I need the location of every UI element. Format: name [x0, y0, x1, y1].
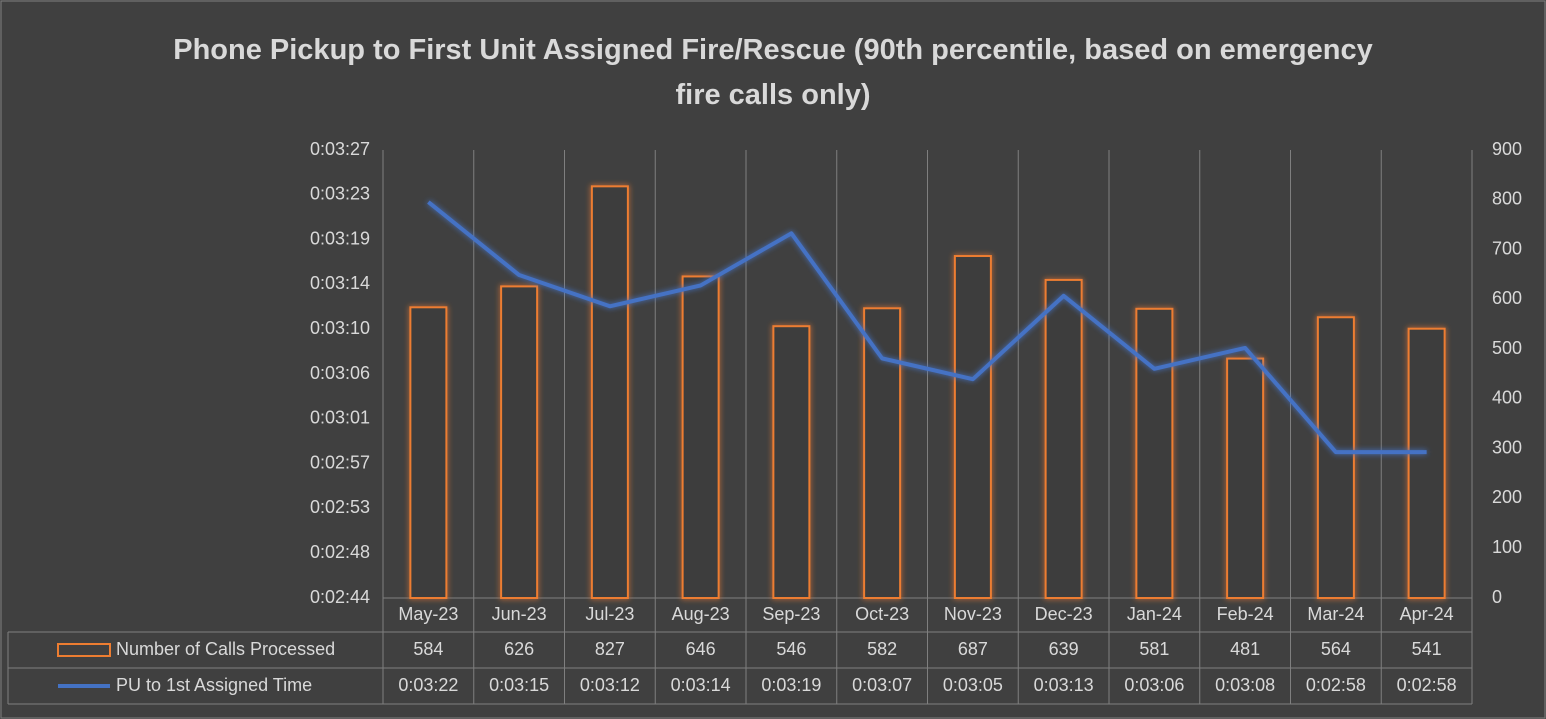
chart-title: Phone Pickup to First Unit Assigned Fire…	[173, 34, 1373, 111]
bar	[953, 255, 992, 599]
y2-tick-label: 700	[1492, 238, 1522, 258]
x-tick-label: Sep-23	[762, 604, 820, 624]
x-tick-label: May-23	[398, 604, 458, 624]
table-value: 481	[1230, 639, 1260, 659]
y-tick-label: 0:03:27	[310, 139, 370, 159]
y2-tick-label: 800	[1492, 189, 1522, 209]
bar	[863, 307, 902, 599]
y-tick-label: 0:03:10	[310, 318, 370, 338]
legend-swatch	[57, 643, 111, 657]
table-value: 646	[686, 639, 716, 659]
bar	[1044, 278, 1083, 599]
table-value: 0:02:58	[1306, 675, 1366, 695]
y-tick-label: 0:03:06	[310, 363, 370, 383]
table-value: 687	[958, 639, 988, 659]
x-tick-label: Aug-23	[672, 604, 730, 624]
table-value: 0:03:14	[671, 675, 731, 695]
x-tick-label: Mar-24	[1307, 604, 1364, 624]
table-value: 582	[867, 639, 897, 659]
x-tick-label: Nov-23	[944, 604, 1002, 624]
line	[427, 200, 1427, 455]
x-tick-label: Dec-23	[1035, 604, 1093, 624]
table-value: 541	[1412, 639, 1442, 659]
table-value: 0:03:13	[1034, 675, 1094, 695]
table-value: 639	[1049, 639, 1079, 659]
y2-tick-label: 600	[1492, 288, 1522, 308]
table-value: 0:03:08	[1215, 675, 1275, 695]
x-tick-label: Jul-23	[585, 604, 634, 624]
x-tick-label: Jan-24	[1127, 604, 1182, 624]
table-value: 564	[1321, 639, 1351, 659]
table-value: 626	[504, 639, 534, 659]
x-tick-label: Apr-24	[1400, 604, 1454, 624]
bar	[500, 285, 539, 599]
table-value: 581	[1139, 639, 1169, 659]
y-tick-label: 0:02:57	[310, 452, 370, 472]
table-value: 0:03:15	[489, 675, 549, 695]
y2-tick-label: 100	[1492, 537, 1522, 557]
table-value: 0:03:06	[1124, 675, 1184, 695]
y2-tick-label: 200	[1492, 487, 1522, 507]
legend-label: PU to 1st Assigned Time	[116, 675, 312, 695]
table-value: 546	[776, 639, 806, 659]
y-tick-label: 0:03:23	[310, 184, 370, 204]
bar	[409, 306, 448, 599]
y-tick-label: 0:02:48	[310, 542, 370, 562]
y2-tick-label: 300	[1492, 437, 1522, 457]
y-tick-label: 0:03:01	[310, 408, 370, 428]
x-tick-label: Jun-23	[492, 604, 547, 624]
table-value: 0:03:19	[761, 675, 821, 695]
table-value: 0:02:58	[1397, 675, 1457, 695]
table-value: 0:03:12	[580, 675, 640, 695]
bar	[1226, 357, 1265, 599]
table-value: 827	[595, 639, 625, 659]
bar	[1316, 316, 1355, 599]
table-value: 0:03:07	[852, 675, 912, 695]
table-value: 584	[413, 639, 443, 659]
y2-tick-label: 500	[1492, 338, 1522, 358]
y2-tick-label: 0	[1492, 587, 1502, 607]
y2-tick-label: 900	[1492, 139, 1522, 159]
y-tick-label: 0:02:53	[310, 497, 370, 517]
bar	[1407, 327, 1446, 599]
table-value: 0:03:22	[398, 675, 458, 695]
bar	[1135, 307, 1174, 599]
table-value: 0:03:05	[943, 675, 1003, 695]
bar	[681, 275, 720, 599]
y-tick-label: 0:02:44	[310, 587, 370, 607]
x-tick-label: Oct-23	[855, 604, 909, 624]
y2-tick-label: 400	[1492, 388, 1522, 408]
y-tick-label: 0:03:14	[310, 273, 370, 293]
bar	[590, 185, 629, 600]
bar	[772, 325, 811, 599]
y-tick-label: 0:03:19	[310, 228, 370, 248]
x-tick-label: Feb-24	[1217, 604, 1274, 624]
legend-label: Number of Calls Processed	[116, 639, 335, 659]
